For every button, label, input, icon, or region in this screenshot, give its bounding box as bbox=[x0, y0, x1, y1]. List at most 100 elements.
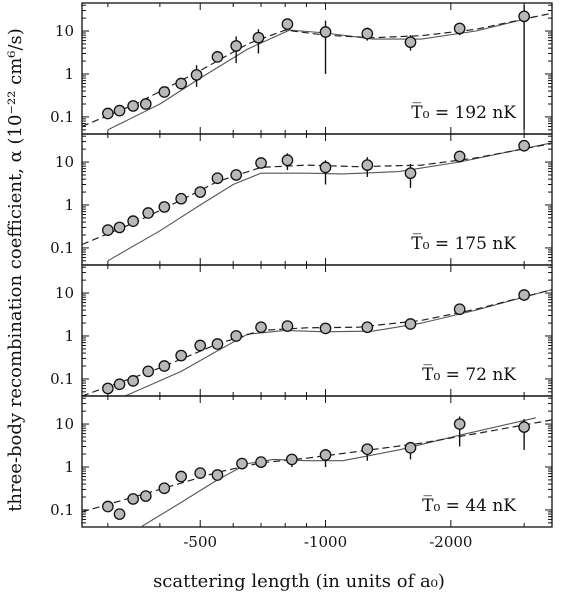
data-point bbox=[361, 159, 374, 171]
y-tick-label: 1 bbox=[64, 327, 74, 345]
data-point bbox=[236, 457, 248, 470]
data-point bbox=[230, 40, 243, 52]
data-point bbox=[281, 320, 294, 332]
data-point bbox=[319, 161, 332, 174]
y-tick-label: 10 bbox=[55, 284, 74, 302]
data-point bbox=[252, 31, 265, 44]
solid-fit-line bbox=[107, 142, 552, 262]
data-point bbox=[175, 77, 188, 90]
data-point bbox=[175, 470, 188, 483]
solid-fit-line bbox=[107, 15, 536, 131]
data-point bbox=[518, 139, 530, 152]
panel-temperature-label: T̅₀ = 192 nK bbox=[411, 102, 516, 123]
x-tick-label: -1000 bbox=[304, 533, 347, 551]
data-point bbox=[113, 378, 126, 391]
data-point bbox=[361, 27, 374, 40]
data-point bbox=[361, 443, 374, 456]
data-point bbox=[139, 490, 152, 502]
data-point bbox=[127, 375, 139, 387]
data-points bbox=[102, 139, 530, 236]
data-point bbox=[113, 508, 126, 520]
data-point bbox=[158, 482, 171, 495]
x-tick-label: -500 bbox=[183, 533, 217, 551]
y-tick-label: 0.1 bbox=[50, 239, 74, 257]
y-tick-label: 10 bbox=[55, 415, 74, 433]
dashed-fit-line bbox=[82, 12, 552, 127]
data-points bbox=[102, 289, 530, 395]
fit-curves bbox=[82, 142, 552, 262]
data-point bbox=[319, 26, 332, 38]
y-axis-title: three-body recombination coefficient, α … bbox=[5, 28, 26, 512]
data-point bbox=[211, 172, 224, 185]
data-point bbox=[127, 100, 139, 112]
data-point bbox=[404, 318, 417, 330]
panel-temperature-label: T̅₀ = 44 nK bbox=[422, 495, 516, 516]
data-point bbox=[211, 469, 224, 481]
data-point bbox=[518, 421, 530, 433]
panel-1: 0.1 1 10 T̅₀ = 192 nK bbox=[50, 2, 553, 135]
chart-panels: 0.1 1 10 T̅₀ = 192 nK 0.1 1 10 T̅₀ = 175 nK 0.1 1… bbox=[50, 2, 553, 551]
data-point bbox=[139, 98, 152, 110]
panel-temperature-label: T̅₀ = 72 nK bbox=[422, 364, 516, 385]
data-point bbox=[158, 86, 171, 98]
data-point bbox=[142, 207, 155, 219]
panel-temperature-label: T̅₀ = 175 nK bbox=[411, 233, 516, 254]
y-tick-label: 10 bbox=[55, 22, 74, 40]
panel-3: 0.1 1 10 T̅₀ = 72 nK bbox=[50, 264, 553, 397]
data-point bbox=[158, 360, 171, 372]
data-point bbox=[158, 201, 171, 213]
panel-frame bbox=[81, 395, 553, 528]
data-points bbox=[102, 5, 530, 130]
data-point bbox=[255, 157, 267, 169]
data-point bbox=[361, 321, 374, 334]
y-tick-label: 1 bbox=[64, 196, 74, 214]
y-tick-label: 1 bbox=[64, 458, 74, 476]
dashed-fit-line bbox=[82, 142, 552, 246]
data-point bbox=[102, 382, 114, 395]
data-point bbox=[211, 51, 224, 63]
data-point bbox=[113, 104, 126, 117]
y-tick-label: 1 bbox=[64, 65, 74, 83]
data-point bbox=[404, 441, 417, 454]
data-point bbox=[142, 365, 155, 378]
data-point bbox=[319, 322, 332, 335]
data-point bbox=[190, 69, 203, 81]
dashed-fit-line bbox=[82, 419, 552, 513]
data-point bbox=[175, 349, 188, 362]
data-point bbox=[102, 224, 114, 236]
data-point bbox=[175, 192, 188, 205]
data-point bbox=[255, 456, 267, 468]
data-point bbox=[518, 289, 530, 301]
data-point bbox=[102, 107, 114, 120]
data-point bbox=[453, 150, 466, 163]
fit-curves bbox=[82, 12, 552, 131]
data-point bbox=[453, 418, 466, 430]
data-point bbox=[319, 449, 332, 461]
y-tick-label: 0.1 bbox=[50, 370, 74, 388]
y-tick-label: 10 bbox=[55, 153, 74, 171]
y-tick-label: 0.1 bbox=[50, 108, 74, 126]
data-point bbox=[285, 453, 298, 466]
data-point bbox=[127, 215, 139, 228]
x-axis-title: scattering length (in units of a₀) bbox=[153, 571, 445, 592]
data-points bbox=[102, 416, 530, 520]
data-point bbox=[518, 10, 530, 23]
data-point bbox=[127, 493, 139, 505]
data-point bbox=[194, 186, 207, 198]
data-point bbox=[404, 167, 417, 180]
y-tick-label: 0.1 bbox=[50, 501, 74, 519]
data-point bbox=[281, 154, 294, 167]
data-point bbox=[113, 221, 126, 234]
data-point bbox=[453, 303, 466, 316]
panel-2: 0.1 1 10 T̅₀ = 175 nK bbox=[50, 133, 553, 266]
data-point bbox=[453, 22, 466, 35]
data-point bbox=[255, 321, 267, 334]
solid-fit-line bbox=[124, 289, 552, 396]
data-point bbox=[102, 500, 114, 513]
data-point bbox=[194, 339, 207, 352]
data-point bbox=[194, 467, 207, 479]
panel-4: 0.1 1 10 T̅₀ = 44 nK bbox=[50, 395, 553, 528]
data-point bbox=[281, 18, 294, 30]
data-point bbox=[211, 338, 224, 350]
